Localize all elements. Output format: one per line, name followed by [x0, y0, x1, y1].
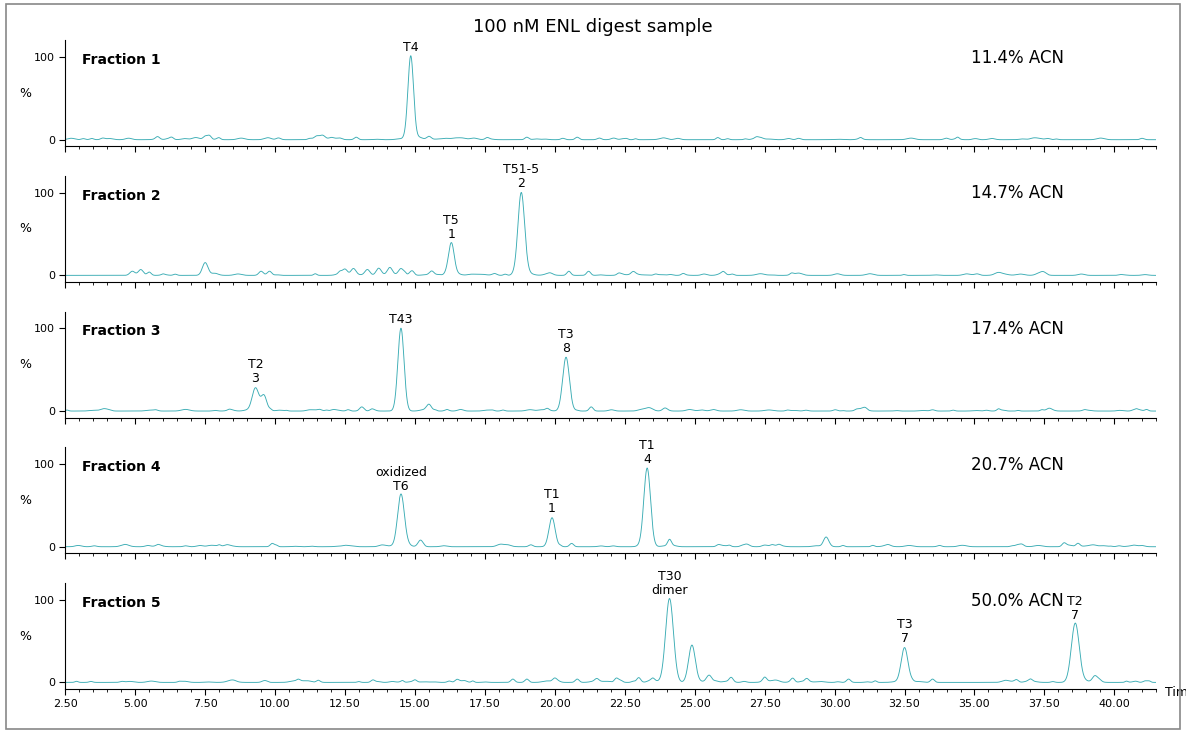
Text: oxidized
T6: oxidized T6: [375, 466, 427, 493]
Text: T2
3: T2 3: [248, 358, 263, 386]
Text: T1
4: T1 4: [639, 438, 655, 465]
Text: Fraction 1: Fraction 1: [82, 53, 160, 67]
Text: Fraction 4: Fraction 4: [82, 460, 160, 474]
Y-axis label: %: %: [19, 86, 32, 100]
Text: Fraction 5: Fraction 5: [82, 596, 160, 610]
Y-axis label: %: %: [19, 494, 32, 507]
Text: T3
7: T3 7: [897, 618, 912, 645]
Text: Fraction 3: Fraction 3: [82, 325, 160, 339]
Text: T3
8: T3 8: [559, 328, 574, 355]
Y-axis label: %: %: [19, 630, 32, 643]
Text: 50.0% ACN: 50.0% ACN: [971, 592, 1064, 610]
Text: 100 nM ENL digest sample: 100 nM ENL digest sample: [473, 18, 713, 37]
Text: Fraction 2: Fraction 2: [82, 188, 160, 203]
Text: 17.4% ACN: 17.4% ACN: [971, 320, 1064, 338]
Text: 14.7% ACN: 14.7% ACN: [971, 185, 1064, 202]
Text: T43: T43: [389, 313, 413, 325]
Text: T5
1: T5 1: [444, 215, 459, 241]
Y-axis label: %: %: [19, 358, 32, 371]
Text: T51-5
2: T51-5 2: [503, 163, 540, 190]
Text: Time: Time: [1165, 686, 1186, 699]
Text: 11.4% ACN: 11.4% ACN: [971, 49, 1064, 67]
Y-axis label: %: %: [19, 223, 32, 235]
Text: 20.7% ACN: 20.7% ACN: [971, 456, 1064, 474]
Text: T2
7: T2 7: [1067, 595, 1083, 622]
Text: T4: T4: [403, 41, 419, 54]
Text: T1
1: T1 1: [544, 488, 560, 515]
Text: T30
dimer: T30 dimer: [651, 570, 688, 597]
